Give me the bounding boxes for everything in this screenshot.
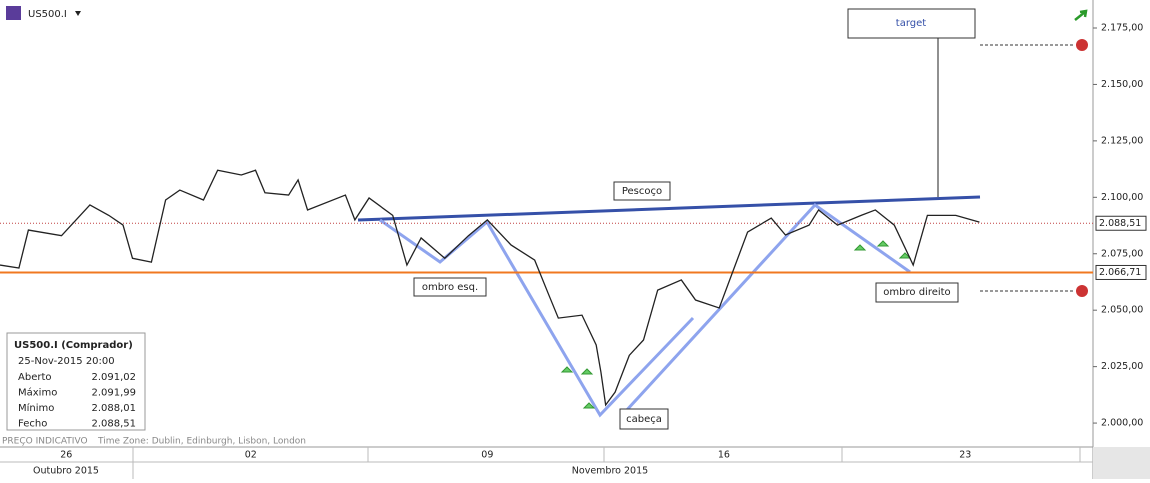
x-tick-label: 09 [481, 450, 493, 461]
signal-markers [560, 240, 912, 409]
annotation-box [613, 181, 671, 201]
annotation-box [413, 277, 487, 297]
y-tick-label: 2.125,00 [1101, 135, 1143, 146]
annotation: ombro esq. [422, 282, 478, 293]
pattern-line [379, 218, 695, 418]
dropdown-arrow[interactable] [75, 11, 81, 16]
x-tick-label: 02 [245, 450, 257, 461]
info-label: Fecho [18, 419, 47, 430]
y-tick-label: 2.100,00 [1101, 192, 1143, 203]
annotation: target [896, 18, 926, 29]
annotation-box [619, 408, 669, 430]
price-note: PREÇO INDICATIVO [2, 437, 88, 447]
timezone: Time Zone: Dublin, Edinburgh, Lisbon, Lo… [97, 437, 306, 447]
neckline [357, 195, 981, 222]
month-label: Novembro 2015 [572, 466, 648, 477]
info-label: Máximo [18, 387, 57, 399]
y-tick-label: 2.050,00 [1101, 305, 1143, 316]
x-tick-label: 23 [959, 450, 971, 461]
info-datetime: 25-Nov-2015 20:00 [18, 356, 115, 367]
order-icon[interactable] [1076, 285, 1088, 297]
price-line [0, 169, 980, 407]
info-rows: Aberto 2.091,02 Máximo 2.091,99 Mínimo 2.088,… [18, 372, 136, 430]
y-tick-label: 2.025,00 [1101, 361, 1143, 372]
corner [1093, 447, 1150, 479]
info-value: 2.088,51 [91, 419, 136, 430]
week-separators [132, 447, 1081, 479]
y-tick-label: 2.150,00 [1101, 79, 1143, 90]
annotation: Pescoço [622, 186, 662, 197]
price-level-label: 2.088,51 [1099, 218, 1141, 229]
pattern-line [623, 203, 911, 414]
y-tick-label: 2.000,00 [1101, 418, 1143, 429]
info-label: Mínimo [18, 402, 54, 414]
price-level-box [1095, 215, 1147, 231]
order-lines [980, 44, 1073, 292]
symbol-icon[interactable] [6, 6, 21, 20]
symbol[interactable]: US500.I [28, 9, 67, 20]
info-value: 2.091,99 [91, 388, 136, 399]
info-box [6, 332, 146, 431]
y-tick-label: 2.175,00 [1101, 22, 1143, 33]
annotation-box [847, 8, 976, 39]
x-tick-label: 16 [718, 450, 730, 461]
price-level-label: 2.066,71 [1099, 267, 1141, 278]
month-label: Outubro 2015 [33, 466, 99, 477]
annotation: cabeça [626, 414, 662, 425]
annotation: ombro direito [883, 287, 950, 298]
info-value: 2.088,01 [91, 403, 136, 414]
x-tick-label: 26 [60, 450, 72, 461]
trend-icon[interactable] [1074, 9, 1088, 21]
annotation-box [875, 282, 959, 303]
y-tick-label: 2.075,00 [1101, 248, 1143, 259]
info-value: 2.091,02 [91, 372, 136, 383]
info-title: US500.I (Comprador) [14, 340, 133, 351]
info-label: Aberto [18, 372, 52, 383]
order-icon[interactable] [1076, 39, 1088, 51]
price-level-box [1095, 264, 1147, 280]
